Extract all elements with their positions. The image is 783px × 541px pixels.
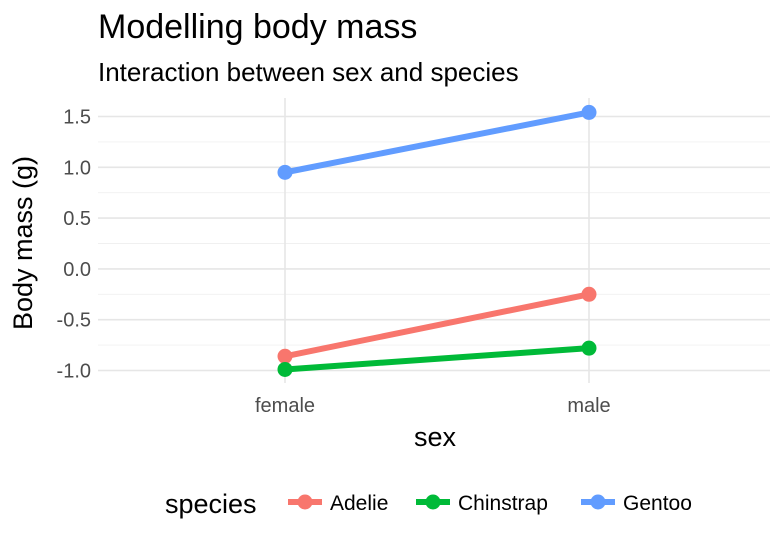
series-chinstrap	[277, 340, 597, 377]
series-lines	[277, 104, 597, 377]
y-tick-label: -1.0	[57, 361, 91, 383]
legend-label: Chinstrap	[458, 492, 548, 515]
data-point	[277, 361, 293, 377]
x-axis-title: sex	[414, 422, 457, 452]
legend-title: species	[165, 489, 257, 519]
legend-label: Adelie	[330, 492, 388, 515]
y-tick-label: 1.5	[63, 107, 91, 129]
y-tick-label: 0.5	[63, 208, 91, 230]
legend-label: Gentoo	[623, 492, 692, 515]
y-tick-label: 1.0	[63, 157, 91, 179]
chart-subtitle: Interaction between sex and species	[98, 57, 519, 87]
legend-key-point	[590, 494, 606, 510]
data-point	[581, 286, 597, 302]
x-axis-ticks: female male	[255, 395, 611, 417]
y-axis-ticks: -1.0 -0.5 0.0 0.5 1.0 1.5	[57, 107, 91, 383]
x-tick-label: female	[255, 395, 315, 417]
legend-key-point	[297, 494, 313, 510]
series-line	[284, 109, 590, 176]
chart-title: Modelling body mass	[98, 8, 417, 46]
legend-item-chinstrap: Chinstrap	[416, 492, 548, 515]
y-tick-label: -0.5	[57, 310, 91, 332]
legend-item-adelie: Adelie	[288, 492, 388, 515]
data-point	[277, 164, 293, 180]
series-line	[284, 291, 590, 360]
data-point	[277, 348, 293, 364]
legend-key-point	[425, 494, 441, 510]
y-axis-title: Body mass (g)	[8, 156, 38, 330]
x-tick-label: male	[567, 395, 610, 417]
data-point	[581, 340, 597, 356]
series-line	[284, 345, 590, 373]
legend-item-gentoo: Gentoo	[581, 492, 692, 515]
data-point	[581, 104, 597, 120]
y-tick-label: 0.0	[63, 259, 91, 281]
legend: species Adelie Chinstrap Gentoo	[165, 489, 692, 519]
series-gentoo	[277, 104, 597, 180]
series-adelie	[277, 286, 597, 364]
